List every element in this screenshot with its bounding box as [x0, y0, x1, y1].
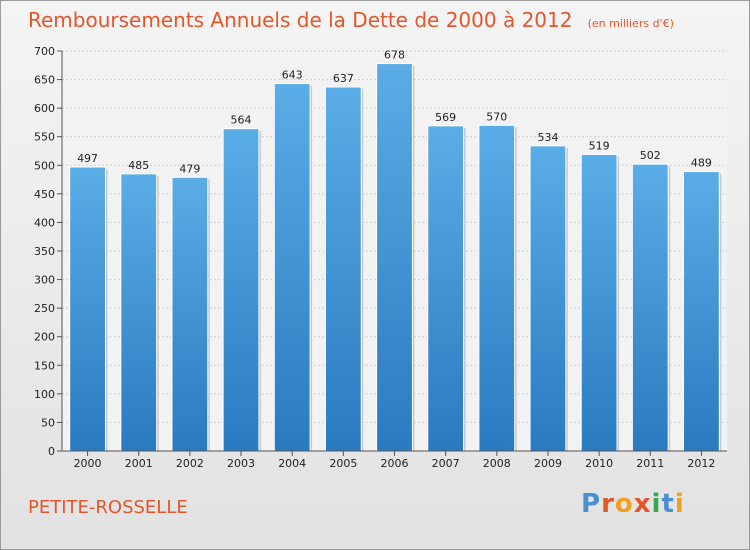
brand-letter: r [601, 489, 615, 519]
y-tick-label: 500 [34, 159, 55, 172]
data-label: 485 [128, 159, 149, 172]
bar-2001 [120, 173, 158, 452]
x-tick-label: 2007 [432, 457, 460, 470]
data-label: 489 [691, 157, 712, 170]
y-tick-label: 700 [34, 45, 55, 58]
data-label: 519 [589, 139, 610, 152]
bar-2005 [324, 86, 362, 452]
y-tick-label: 350 [34, 245, 55, 258]
data-label: 637 [333, 72, 354, 85]
chart-subtitle: (en milliers d'€) [587, 17, 674, 30]
brand-letter: t [661, 489, 675, 519]
data-label: 479 [179, 162, 200, 175]
y-tick-label: 450 [34, 188, 55, 201]
y-tick-label: 600 [34, 102, 55, 115]
x-tick-label: 2003 [227, 457, 255, 470]
x-tick-label: 2008 [483, 457, 511, 470]
bars [69, 63, 722, 452]
brand-letter: i [651, 489, 662, 519]
x-tick-label: 2011 [636, 457, 664, 470]
data-labels: 497 485 479 564 643 637 678 569 570 534 519 502 489 [77, 49, 712, 176]
bar-2002 [171, 176, 209, 452]
commune-name: PETITE-ROSSELLE [28, 497, 188, 518]
data-label: 678 [384, 49, 405, 62]
data-label: 502 [640, 149, 661, 162]
y-tick-label: 300 [34, 274, 55, 287]
x-tick-label: 2012 [687, 457, 715, 470]
axes: 0 50 100 150 200 250 300 350 400 450 500 550 600 650 7… [34, 45, 727, 470]
x-tick-label: 2009 [534, 457, 562, 470]
y-tick-label: 0 [48, 445, 55, 458]
bar-2007 [427, 125, 465, 452]
y-tick-label: 650 [34, 74, 55, 87]
x-tick-label: 2000 [74, 457, 102, 470]
x-tick-label: 2005 [329, 457, 357, 470]
brand-letter: x [633, 489, 652, 519]
y-tick-label: 550 [34, 131, 55, 144]
x-tick-label: 2006 [381, 457, 409, 470]
bar-2003 [222, 128, 260, 452]
bar-2011 [631, 163, 669, 452]
y-tick-label: 250 [34, 302, 55, 315]
bar-2012 [683, 171, 720, 452]
data-label: 569 [435, 111, 456, 124]
data-label: 564 [231, 114, 252, 127]
brand-letter: o [614, 489, 634, 519]
bar-2000 [69, 166, 106, 452]
brand-letter: P [581, 489, 602, 519]
bar-2010 [580, 153, 618, 452]
data-label: 497 [77, 152, 98, 165]
x-tick-label: 2002 [176, 457, 204, 470]
title-row: Remboursements Annuels de la Dette de 20… [28, 8, 674, 32]
x-tick-label: 2010 [585, 457, 613, 470]
x-tick-label: 2004 [278, 457, 306, 470]
bar-2008 [478, 124, 516, 452]
bar-2009 [529, 145, 567, 452]
bar-2004 [273, 83, 311, 452]
y-tick-label: 100 [34, 388, 55, 401]
chart-title: Remboursements Annuels de la Dette de 20… [28, 8, 573, 32]
brand-letter: i [674, 489, 685, 519]
y-tick-label: 400 [34, 216, 55, 229]
x-tick-label: 2001 [125, 457, 153, 470]
y-tick-label: 50 [41, 416, 55, 429]
brand-logo: Proxiti [581, 489, 685, 519]
data-label: 570 [486, 110, 507, 123]
data-label: 534 [537, 131, 558, 144]
y-tick-label: 200 [34, 331, 55, 344]
y-tick-label: 150 [34, 359, 55, 372]
data-label: 643 [282, 69, 303, 82]
bar-2006 [376, 63, 413, 452]
